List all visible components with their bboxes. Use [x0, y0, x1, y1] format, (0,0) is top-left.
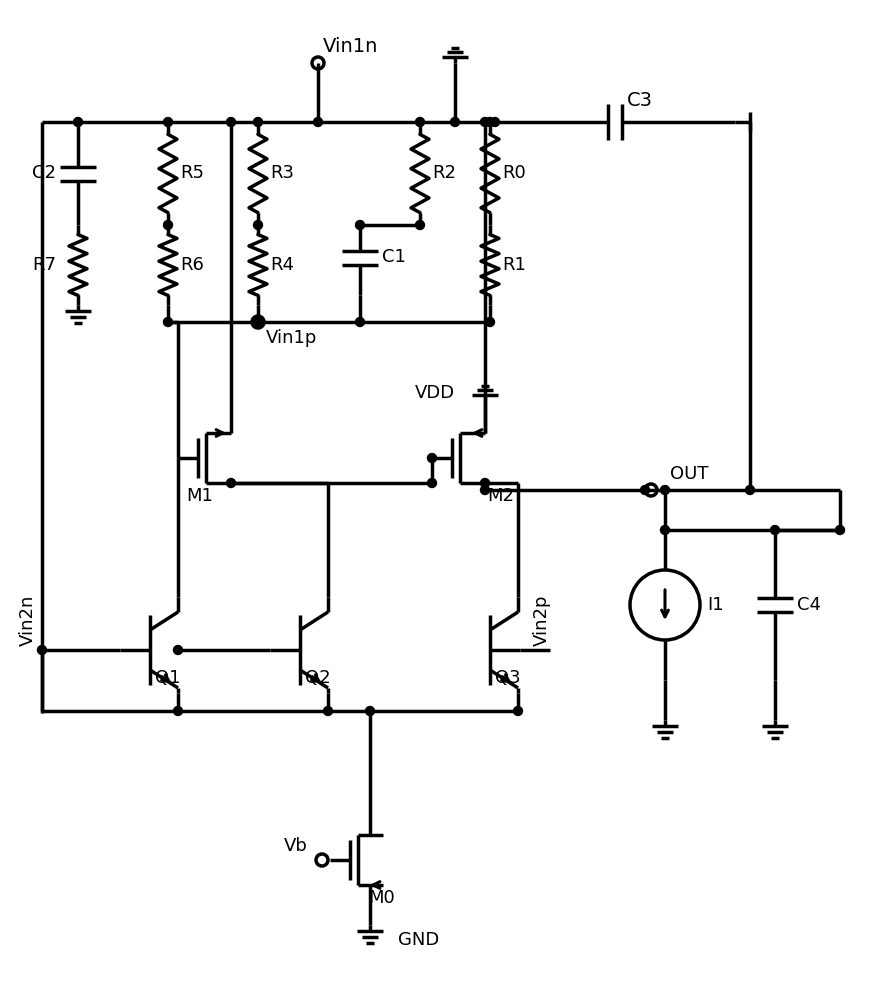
Circle shape: [661, 486, 670, 494]
Circle shape: [73, 117, 82, 126]
Circle shape: [173, 646, 182, 654]
Circle shape: [226, 479, 235, 488]
Circle shape: [746, 486, 755, 494]
Text: VDD: VDD: [415, 384, 455, 402]
Text: R1: R1: [502, 256, 526, 274]
Circle shape: [254, 318, 263, 326]
Circle shape: [366, 706, 375, 716]
Circle shape: [836, 526, 845, 534]
Text: Q3: Q3: [495, 669, 520, 687]
Circle shape: [427, 479, 436, 488]
Text: R0: R0: [502, 164, 526, 182]
Text: C3: C3: [627, 91, 653, 109]
Text: OUT: OUT: [670, 465, 709, 483]
Circle shape: [254, 117, 263, 126]
Text: Vin2n: Vin2n: [19, 594, 37, 646]
Circle shape: [164, 117, 173, 126]
Circle shape: [164, 221, 173, 230]
Circle shape: [480, 479, 490, 488]
Circle shape: [427, 454, 436, 462]
Text: R2: R2: [432, 164, 456, 182]
Circle shape: [491, 117, 500, 126]
Text: I1: I1: [707, 596, 723, 614]
Text: GND: GND: [398, 931, 439, 949]
Text: M2: M2: [487, 487, 514, 505]
Text: M0: M0: [368, 889, 395, 907]
Circle shape: [771, 526, 780, 534]
Text: C2: C2: [32, 164, 56, 182]
Circle shape: [173, 706, 182, 716]
Text: R3: R3: [270, 164, 294, 182]
Circle shape: [485, 117, 494, 126]
Circle shape: [226, 117, 235, 126]
Circle shape: [324, 706, 333, 716]
Circle shape: [640, 486, 650, 494]
Circle shape: [485, 318, 494, 326]
Circle shape: [416, 221, 425, 230]
Text: Q2: Q2: [305, 669, 331, 687]
Circle shape: [356, 221, 365, 230]
Text: C4: C4: [797, 596, 821, 614]
Text: R7: R7: [32, 256, 56, 274]
Text: Vin1p: Vin1p: [266, 329, 317, 347]
Circle shape: [254, 221, 263, 230]
Text: R6: R6: [180, 256, 204, 274]
Text: Vb: Vb: [284, 837, 308, 855]
Circle shape: [356, 318, 365, 326]
Circle shape: [513, 706, 522, 716]
Text: Vin2p: Vin2p: [533, 594, 551, 646]
Text: R5: R5: [180, 164, 204, 182]
Circle shape: [451, 117, 460, 126]
Circle shape: [164, 318, 173, 326]
Circle shape: [480, 117, 490, 126]
Circle shape: [416, 117, 425, 126]
Circle shape: [38, 646, 46, 654]
Text: Q1: Q1: [155, 669, 181, 687]
Circle shape: [480, 486, 490, 494]
Circle shape: [661, 526, 670, 534]
Circle shape: [314, 117, 323, 126]
Text: C1: C1: [382, 248, 406, 266]
Text: R4: R4: [270, 256, 294, 274]
Text: M1: M1: [186, 487, 213, 505]
Text: Vin1n: Vin1n: [323, 37, 378, 56]
